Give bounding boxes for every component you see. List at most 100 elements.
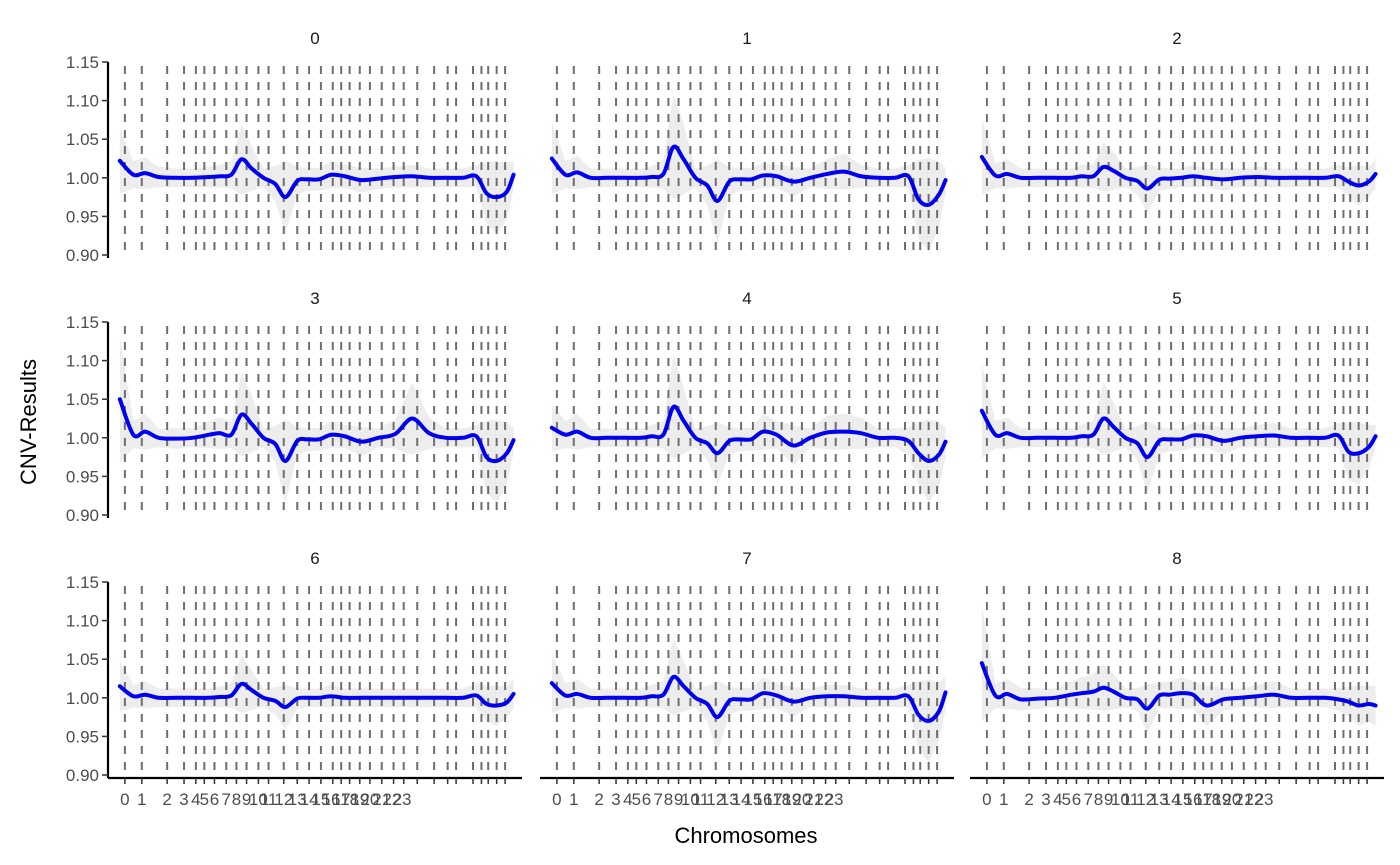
y-tick-label: 1.00 [66, 169, 99, 188]
x-tick-label: 7 [222, 790, 231, 809]
x-tick-label: 12 [1136, 790, 1155, 809]
y-tick-label: 1.15 [66, 573, 99, 592]
y-tick-label: 0.90 [66, 246, 99, 265]
x-tick-label: 14 [1162, 790, 1181, 809]
x-tick-label: 15 [311, 790, 330, 809]
x-tick-label: 11 [692, 790, 710, 809]
cnv-series-line [979, 154, 1378, 191]
x-tick-label: 23 [393, 790, 412, 809]
x-tick-label: 19 [782, 790, 801, 809]
y-tick-label: 1.05 [66, 650, 99, 669]
panel-title: 7 [742, 549, 751, 568]
x-tick-label: 10 [249, 790, 268, 809]
x-tick-label: 22 [382, 790, 401, 809]
variability-band [119, 655, 514, 730]
panel-0: 0 0.90 0.95 1.00 1.05 1.10 1.15 [66, 29, 516, 265]
y-tick-label: 1.15 [66, 53, 99, 72]
x-tick-label: 23 [825, 790, 844, 809]
x-tick-label: 12 [706, 790, 725, 809]
panel-5: 5 [979, 289, 1378, 517]
panel-title: 6 [310, 549, 319, 568]
variability-band [981, 605, 1376, 734]
cnv-series-line [979, 661, 1378, 711]
x-tick-label: 6 [642, 790, 651, 809]
x-tick-label: 21 [804, 790, 823, 809]
x-tick-label: 3 [1041, 790, 1050, 809]
x-tick-label: 18 [772, 790, 791, 809]
x-tick-label: 2 [162, 790, 171, 809]
x-tick-label: 7 [1084, 790, 1093, 809]
panel-1: 1 [549, 29, 948, 257]
variability-band [551, 94, 946, 252]
cnv-series-line [549, 404, 948, 463]
panel-title: 3 [310, 289, 319, 308]
y-tick-label: 0.90 [66, 506, 99, 525]
x-tick-label: 15 [1173, 790, 1192, 809]
x-tick-label: 17 [332, 790, 351, 809]
x-tick-label: 22 [814, 790, 833, 809]
x-tick-label: 19 [1212, 790, 1231, 809]
x-tick-label: 1 [999, 790, 1008, 809]
x-tick-label: 8 [1094, 790, 1103, 809]
x-tick-label: 3 [611, 790, 620, 809]
x-tick-label: 23 [1255, 790, 1274, 809]
x-tick-label: 9 [674, 790, 683, 809]
panel-3: 3 0.90 0.95 1.00 1.05 1.10 1.15 [66, 289, 516, 525]
x-tick-label: 14 [300, 790, 319, 809]
x-tick-label: 11 [1122, 790, 1140, 809]
x-tick-label: 6 [1072, 790, 1081, 809]
x-tick-label: 12 [274, 790, 293, 809]
y-tick-label: 1.10 [66, 352, 99, 371]
x-tick-label: 0 [120, 790, 129, 809]
x-tick-label: 6 [210, 790, 219, 809]
x-tick-label: 1 [569, 790, 578, 809]
x-tick-label: 4 [1053, 790, 1062, 809]
x-tick-label: 20 [360, 790, 379, 809]
x-tick-label: 20 [1222, 790, 1241, 809]
y-tick-label: 1.05 [66, 130, 99, 149]
x-tick-label: 13 [1150, 790, 1169, 809]
x-tick-label: 9 [242, 790, 251, 809]
x-tick-label: 7 [654, 790, 663, 809]
panel-4: 4 [549, 289, 948, 517]
y-tick-label: 0.90 [66, 766, 99, 785]
cnv-series-line [549, 674, 948, 724]
x-tick-label: 21 [1234, 790, 1253, 809]
x-axis-title: Chromosomes [674, 823, 817, 848]
panel-title: 5 [1172, 289, 1181, 308]
cnv-series-line [117, 157, 516, 200]
x-tick-label: 5 [1062, 790, 1071, 809]
panel-title: 2 [1172, 29, 1181, 48]
y-tick-label: 0.95 [66, 207, 99, 226]
cnv-series-line [549, 144, 948, 208]
x-tick-label: 0 [982, 790, 991, 809]
y-tick-label: 1.15 [66, 313, 99, 332]
panels-layer: 00.900.951.001.051.101.151 230.900.951.00… [66, 29, 1384, 809]
y-tick-label: 1.10 [66, 92, 99, 111]
variability-band [981, 363, 1376, 494]
x-tick-label: 13 [288, 790, 307, 809]
x-tick-label: 5 [632, 790, 641, 809]
y-tick-label: 1.10 [66, 612, 99, 631]
x-tick-label: 11 [260, 790, 278, 809]
x-tick-label: 19 [350, 790, 369, 809]
x-tick-label: 10 [1111, 790, 1130, 809]
y-tick-label: 1.00 [66, 689, 99, 708]
x-tick-label: 14 [732, 790, 751, 809]
y-tick-label: 0.95 [66, 467, 99, 486]
cnv-series-line [117, 397, 516, 464]
panel-2: 2 [979, 29, 1378, 257]
x-tick-label: 18 [340, 790, 359, 809]
x-tick-label: 4 [191, 790, 200, 809]
x-tick-label: 16 [1184, 790, 1203, 809]
x-tick-label: 2 [1024, 790, 1033, 809]
variability-band [551, 354, 946, 503]
variability-band [981, 118, 1376, 214]
y-tick-label: 0.95 [66, 727, 99, 746]
panel-title: 8 [1172, 549, 1181, 568]
panel-title: 1 [742, 29, 751, 48]
cnv-series-line [117, 681, 516, 710]
x-tick-label: 17 [1194, 790, 1213, 809]
